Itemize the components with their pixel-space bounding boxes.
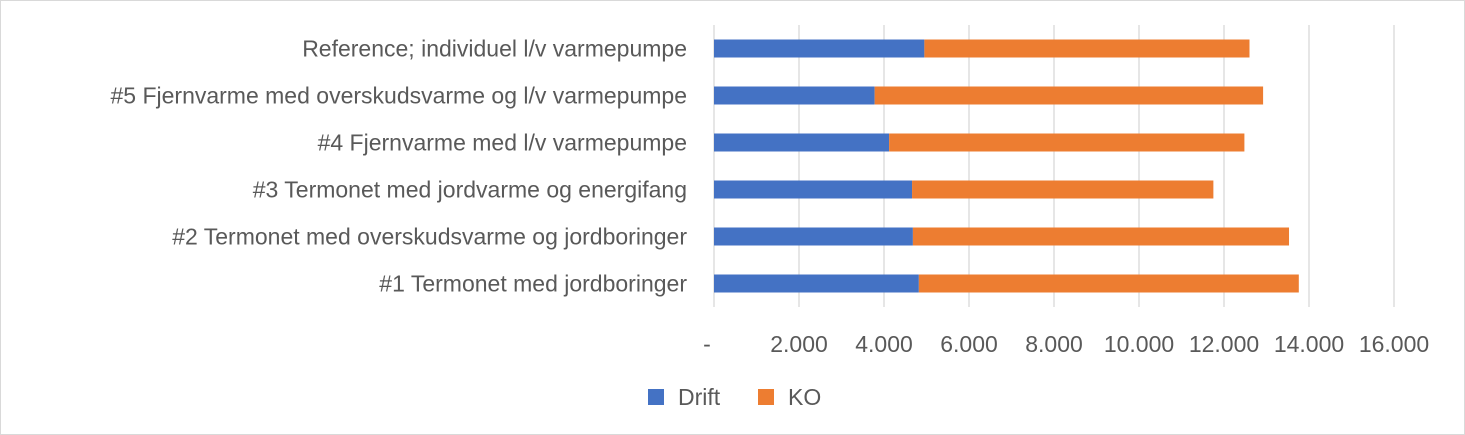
bar-drift-segment — [714, 133, 890, 152]
category-label: #3 Termonet med jordvarme og energifang — [253, 177, 687, 203]
category-label: #4 Fjernvarme med l/v varmepumpe — [318, 130, 687, 156]
bar-drift-segment — [714, 86, 875, 105]
category-label: #1 Termonet med jordboringer — [379, 271, 687, 297]
x-tick-label: 2.000 — [770, 331, 828, 357]
x-tick-label: 8.000 — [1025, 331, 1083, 357]
bar-drift-segment — [714, 227, 913, 246]
category-label: Reference; individuel l/v varmepumpe — [302, 36, 687, 62]
bar-ko-segment — [912, 180, 1214, 199]
bar-ko-segment — [912, 227, 1290, 246]
category-label: #2 Termonet med overskudsvarme og jordbo… — [172, 224, 687, 250]
bar-ko-segment — [889, 133, 1245, 152]
x-tick-label: - — [703, 331, 711, 357]
bar-drift-segment — [714, 39, 925, 58]
x-tick-label: 16.000 — [1359, 331, 1429, 357]
bar-ko-segment — [874, 86, 1264, 105]
bar-ko-segment — [924, 39, 1250, 58]
x-tick-label: 10.000 — [1104, 331, 1174, 357]
legend-swatch-drift — [648, 389, 664, 405]
legend-label-drift: Drift — [678, 384, 721, 410]
x-tick-label: 12.000 — [1189, 331, 1259, 357]
x-tick-label: 14.000 — [1274, 331, 1344, 357]
bar-drift-segment — [714, 274, 919, 293]
x-tick-label: 4.000 — [855, 331, 913, 357]
category-label: #5 Fjernvarme med overskudsvarme og l/v … — [110, 83, 687, 109]
bar-drift-segment — [714, 180, 913, 199]
bar-ko-segment — [918, 274, 1299, 293]
legend-label-ko: KO — [788, 384, 821, 410]
legend-swatch-ko — [758, 389, 774, 405]
x-tick-label: 6.000 — [940, 331, 998, 357]
